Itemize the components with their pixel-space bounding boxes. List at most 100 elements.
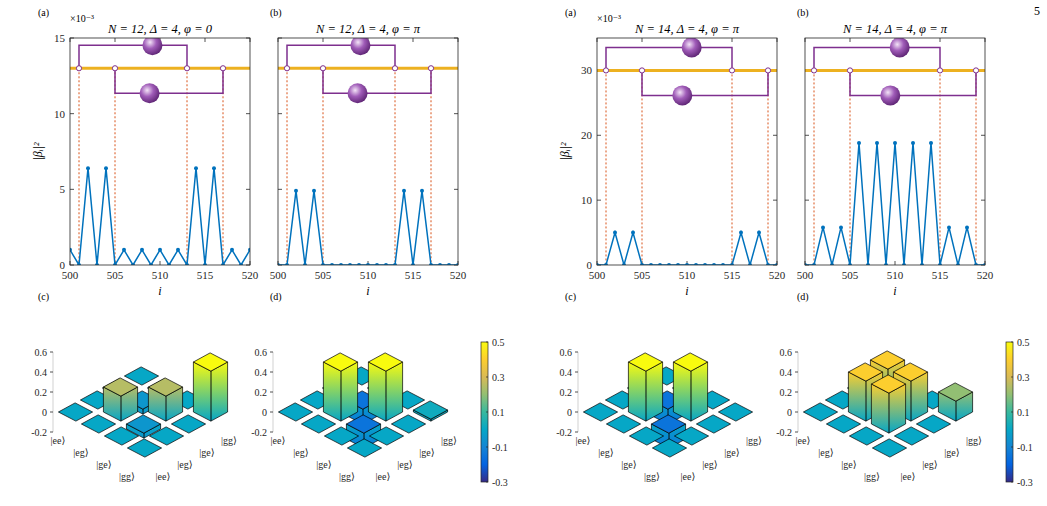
bar-top xyxy=(606,415,640,433)
z-tick-label: 0 xyxy=(42,407,47,418)
x-tick-label: 510 xyxy=(360,269,377,281)
col-label: |gg⟩ xyxy=(966,435,982,446)
bar-side xyxy=(323,362,340,421)
atom xyxy=(672,85,692,105)
bar-top xyxy=(193,353,227,371)
line-panel: (a)N = 12, Δ = 4, φ = 0×10⁻³500505510515… xyxy=(31,7,259,298)
x-axis-title: i xyxy=(366,284,369,298)
coupling-point xyxy=(112,66,117,71)
bar-top xyxy=(872,439,906,457)
bar xyxy=(301,415,335,433)
atom-bracket xyxy=(814,47,940,70)
z-tick-label: 0.6 xyxy=(35,347,48,358)
bar-top xyxy=(893,363,927,381)
data-line xyxy=(805,143,985,265)
colorbar xyxy=(481,342,488,482)
y-tick xyxy=(805,135,809,136)
coupling-guide xyxy=(976,70,977,265)
y-tick xyxy=(278,189,282,190)
colorbar-tick xyxy=(486,447,488,448)
atom xyxy=(880,85,900,105)
y-tick-label: 0 xyxy=(587,259,593,271)
y-tick xyxy=(454,113,458,114)
y-tick-label: 30 xyxy=(581,64,593,76)
col-label: |ge⟩ xyxy=(724,447,739,458)
coupling-guide xyxy=(115,68,116,265)
coupling-guide xyxy=(395,68,396,265)
y-tick xyxy=(981,135,985,136)
x-tick-label: 520 xyxy=(242,269,259,281)
bar-top xyxy=(81,415,115,433)
data-point xyxy=(857,141,861,145)
col-label: |ge⟩ xyxy=(944,447,959,458)
coupling-guide xyxy=(814,70,815,265)
panel-letter: (b) xyxy=(797,7,809,19)
coupling-guide xyxy=(768,70,769,265)
x-tick-label: 500 xyxy=(797,269,814,281)
row-label: |ee⟩ xyxy=(271,435,286,446)
atom-bracket xyxy=(323,68,431,93)
z-tick xyxy=(795,392,798,393)
bar-side xyxy=(628,362,645,421)
data-point xyxy=(739,231,743,235)
coupling-point xyxy=(811,68,816,73)
x-axis-title: i xyxy=(685,284,688,298)
atom xyxy=(682,38,702,57)
bar-top xyxy=(149,427,183,445)
bar xyxy=(629,427,663,445)
z-tick xyxy=(575,392,578,393)
bar-side xyxy=(691,362,708,421)
panel-letter: (b) xyxy=(270,7,282,19)
atom-bracket xyxy=(606,47,732,70)
x-tick-label: 505 xyxy=(842,269,859,281)
y-tick xyxy=(70,189,74,190)
bar-top xyxy=(938,383,972,401)
bar-top xyxy=(148,378,182,396)
plot-background xyxy=(805,38,985,265)
y-tick xyxy=(981,200,985,201)
coupling-point xyxy=(220,66,225,71)
z-tick-label: 0.6 xyxy=(780,347,793,358)
data-point xyxy=(312,189,316,193)
z-tick xyxy=(795,432,798,433)
x-tick-label: 505 xyxy=(634,269,651,281)
col-label: |ee⟩ xyxy=(901,471,916,482)
colorbar-tick xyxy=(486,412,488,413)
bar xyxy=(58,403,92,421)
bar-top xyxy=(652,439,686,457)
data-point xyxy=(929,141,933,145)
bar-top xyxy=(278,403,312,421)
x-tick xyxy=(895,261,896,265)
z-tick xyxy=(795,412,798,413)
data-point xyxy=(757,231,761,235)
coupling-point xyxy=(639,68,644,73)
coupling-point xyxy=(603,68,608,73)
y-tick xyxy=(773,200,777,201)
row-label: |eg⟩ xyxy=(293,447,308,458)
bar-top xyxy=(301,415,335,433)
plot-frame xyxy=(805,38,985,265)
data-point xyxy=(158,248,162,252)
data-point xyxy=(875,141,879,145)
colorbar-tick-label: -0.1 xyxy=(1017,442,1033,453)
y-tick-label: 0 xyxy=(60,259,66,271)
x-tick xyxy=(323,38,324,42)
atom-bracket xyxy=(642,70,768,95)
y-tick-label: 5 xyxy=(60,183,66,195)
z-tick xyxy=(270,372,273,373)
z-tick-label: 0.2 xyxy=(255,387,268,398)
line-panel: (a)N = 14, Δ = 4, φ = π×10⁻³500505510515… xyxy=(558,7,786,298)
colorbar-tick xyxy=(486,342,488,343)
coupling-point xyxy=(847,68,852,73)
x-tick-label: 520 xyxy=(977,269,994,281)
bar-top xyxy=(651,415,685,433)
x-tick-label: 505 xyxy=(107,269,124,281)
x-axis-title: i xyxy=(158,284,161,298)
coupling-point xyxy=(284,66,289,71)
data-point xyxy=(194,166,198,170)
bar-top xyxy=(127,439,161,457)
y-tick-label: 20 xyxy=(581,129,593,141)
row-label: |eg⟩ xyxy=(818,447,833,458)
coupling-guide xyxy=(323,68,324,265)
data-point xyxy=(86,166,90,170)
